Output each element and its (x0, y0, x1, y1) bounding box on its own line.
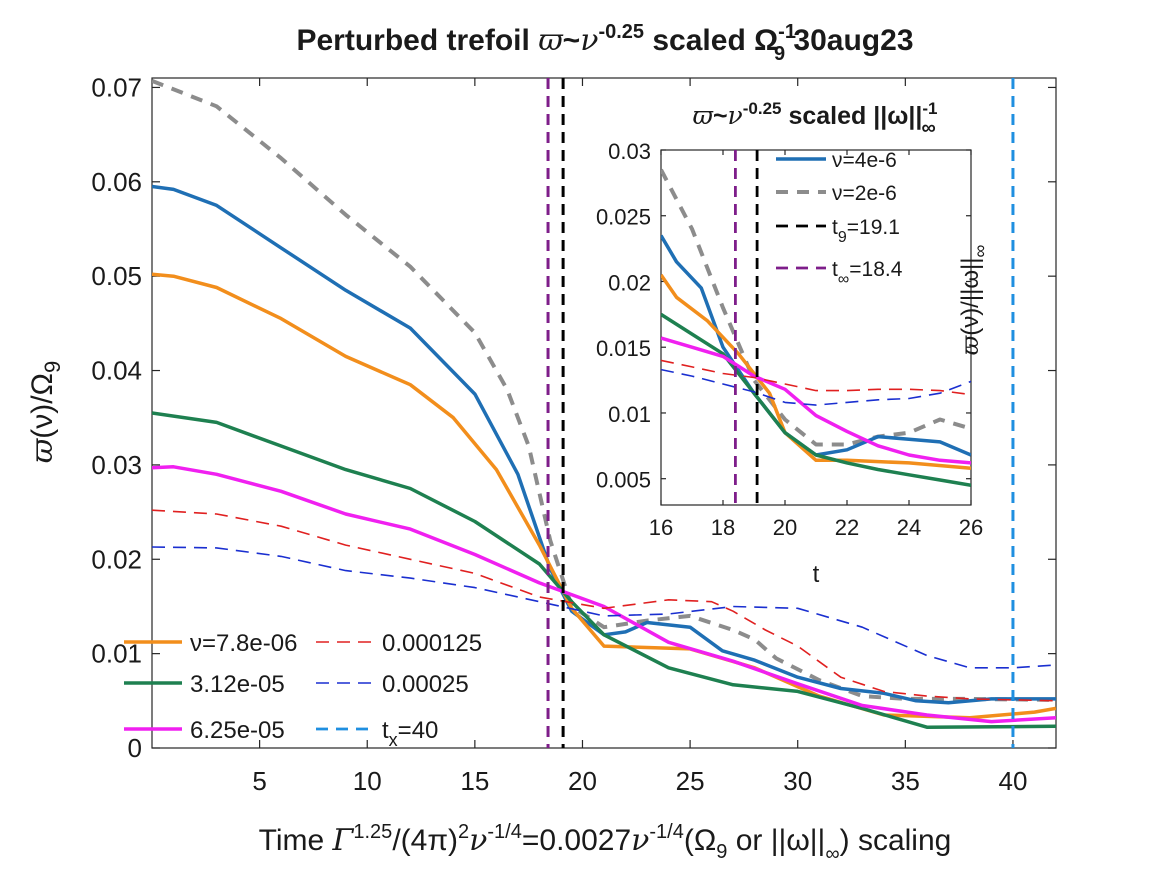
main-series-line (152, 184, 1056, 705)
inset-ticks: 16 18 20 22 24 26 0.005 0.01 0.015 0.02 0.025 0.03 (596, 139, 983, 540)
inset-legend-label-post: =19.1 (847, 216, 900, 239)
inset-legend-label-main: t (832, 258, 838, 281)
inset-vlines (734, 150, 759, 505)
inset-plot-frame (660, 149, 972, 506)
main-series-line (152, 411, 1056, 729)
main-series-line (152, 465, 1056, 724)
main-legend-label: ν=7.8e-06 (190, 630, 297, 657)
inset-xtick-label: 18 (711, 515, 735, 540)
main-legend-label: 6.25e-05 (190, 717, 285, 744)
inset-xtick-label: 24 (897, 515, 921, 540)
inset-ytick-label: 0.015 (596, 336, 651, 361)
inset-xtick-label: 20 (773, 515, 797, 540)
main-xtick-label: 15 (460, 766, 489, 796)
inset-series (661, 168, 971, 488)
inset-series-line (661, 336, 971, 465)
main-title: Perturbed trefoil ϖ~ν-0.25 scaled Ω-1 9 3… (296, 21, 913, 65)
main-legend-label: tx=40 (382, 717, 438, 750)
main-xtick-label: 35 (891, 766, 920, 796)
main-legend: ν=7.8e-06 0.000125 3.12e-05 0.00025 6.25e-05… (124, 630, 482, 750)
main-ticks: 5 10 15 20 25 30 35 40 0 0.01 0.02 0.03 0.04 0.05 0.06… (91, 72, 1056, 796)
inset-ytick-label: 0.01 (608, 402, 651, 427)
main-xtick-label: 40 (998, 766, 1027, 796)
main-ytick-label: 0.04 (91, 356, 142, 386)
inset-ytick-label: 0.005 (596, 468, 651, 493)
inset-xtick-label: 26 (959, 515, 983, 540)
main-series-line (152, 509, 1056, 702)
main-xtick-label: 20 (568, 766, 597, 796)
inset-xtick-label: 16 (649, 515, 673, 540)
main-xtick-label: 30 (783, 766, 812, 796)
inset-xlabel: t (813, 561, 820, 588)
inset-legend: ν=4e-6ν=2e-6t9=19.1t∞=18.4 (776, 149, 903, 288)
inset-axes: 16 18 20 22 24 26 0.005 0.01 0.015 0.02 0.025 0.03 (596, 139, 983, 540)
inset-legend-label-sub: 9 (838, 229, 847, 246)
inset-series-line (661, 168, 971, 447)
main-ytick-label: 0.02 (91, 544, 142, 574)
inset-legend-label: ν=4e-6 (832, 149, 897, 172)
main-ytick-label: 0.06 (91, 167, 142, 197)
inset-ylabel: ϖ(ν)/||ω||∞ (956, 244, 990, 355)
inset-ytick-label: 0.025 (596, 205, 651, 230)
main-legend-label: 3.12e-05 (190, 671, 285, 698)
main-ylabel: ϖ(ν)/Ω9 (25, 361, 65, 463)
inset-title: ϖ~ν-0.25 scaled ||ω||-1 ∞ (693, 99, 938, 139)
inset-series-line (661, 273, 971, 470)
inset-legend-label-main: t (832, 216, 838, 239)
main-series-line (152, 78, 1056, 702)
inset-legend-label: ν=2e-6 (832, 182, 897, 205)
main-axes: 5 10 15 20 25 30 35 40 0 0.01 0.02 0.03 0.04 0.05 0.06… (91, 72, 1057, 796)
main-legend-label: 0.000125 (382, 630, 482, 657)
main-xtick-label: 5 (252, 766, 266, 796)
main-series-line (152, 546, 1056, 669)
inset-series-line (661, 312, 971, 488)
main-xlabel: Time Γ1.25/(4π)2ν-1/4=0.0027ν-1/4(Ω9 or … (259, 821, 952, 865)
main-ytick-label: 0.05 (91, 261, 142, 291)
main-xtick-label: 10 (353, 766, 382, 796)
inset-xtick-label: 22 (835, 515, 859, 540)
inset-ytick-label: 0.03 (608, 139, 651, 164)
inset-series-line (661, 359, 971, 396)
main-ytick-label: 0.03 (91, 450, 142, 480)
main-xtick-label: 25 (676, 766, 705, 796)
inset-legend-label-sub: ∞ (838, 271, 849, 288)
main-vlines (546, 78, 1015, 748)
main-legend-label-post: =40 (398, 717, 439, 744)
main-series-line (152, 272, 1056, 720)
main-legend-label-main: t (382, 717, 389, 744)
inset-legend-label-post: =18.4 (849, 258, 902, 281)
inset-legend-label: t9=19.1 (832, 216, 900, 246)
main-ytick-label: 0.07 (91, 72, 142, 102)
inset-legend-label: t∞=18.4 (832, 258, 903, 288)
main-ytick-label: 0 (128, 733, 142, 763)
main-series (152, 78, 1056, 729)
inset-series-line (661, 368, 971, 406)
inset-ytick-label: 0.02 (608, 270, 651, 295)
main-legend-label-sub: x (389, 730, 398, 750)
main-legend-label: 0.00025 (382, 671, 469, 698)
